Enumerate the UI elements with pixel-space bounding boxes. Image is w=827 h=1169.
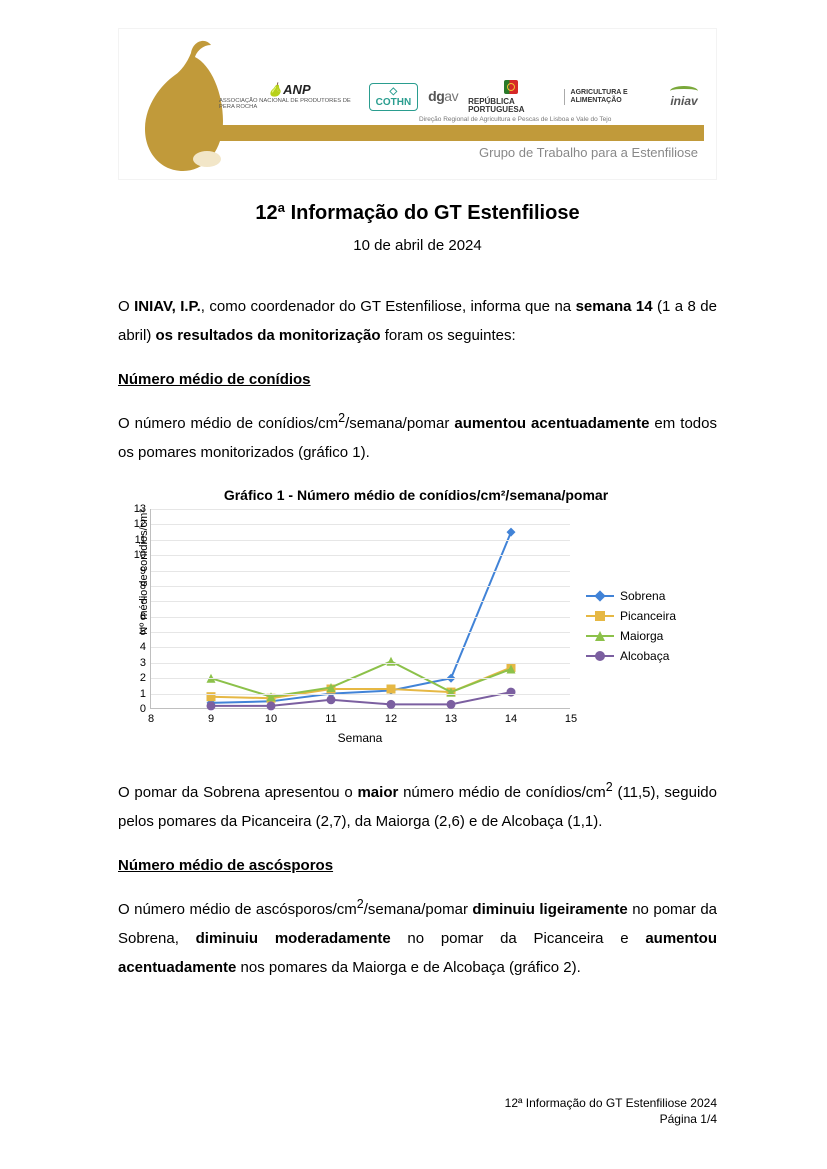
logo-republica: REPÚBLICA PORTUGUESA	[468, 80, 553, 114]
chart-1-ytick: 9	[140, 565, 146, 577]
logo-dgav: dgav	[428, 89, 458, 104]
legend-item: Maiorga	[586, 629, 676, 643]
chart-1-xlabel: Semana	[150, 731, 570, 745]
logo-anp: 🍐ANP ASSOCIAÇÃO NACIONAL DE PRODUTORES D…	[219, 83, 359, 110]
chart-1-ytick: 12	[134, 518, 146, 530]
section-ascosporos-heading: Número médio de ascósporos	[118, 857, 717, 874]
chart-1-xtick: 11	[325, 713, 336, 725]
legend-label: Maiorga	[620, 629, 663, 643]
chart-1-xtick: 12	[385, 713, 397, 725]
chart-1-ytick: 3	[140, 657, 146, 669]
page-date: 10 de abril de 2024	[118, 237, 717, 254]
section-ascosporos-text: O número médio de ascósporos/cm2/semana/…	[118, 892, 717, 983]
after-chart-text: O pomar da Sobrena apresentou o maior nú…	[118, 775, 717, 837]
chart-1-ytick: 10	[134, 549, 146, 561]
section-conidios-heading: Número médio de conídios	[118, 371, 717, 388]
chart-1-ytick: 5	[140, 626, 146, 638]
logo-iniav: iniav	[670, 85, 698, 108]
footer-line-2: Página 1/4	[505, 1111, 717, 1127]
chart-1-xtick: 9	[208, 713, 214, 725]
chart-1-xtick: 14	[505, 713, 517, 725]
dr-line: Direção Regional de Agricultura e Pescas…	[419, 116, 611, 123]
chart-1-xtick: 13	[445, 713, 457, 725]
chart-1-ytick: 13	[134, 503, 146, 515]
logo-agricultura: AGRICULTURA E ALIMENTAÇÃO	[564, 89, 661, 104]
chart-1-xtick: 15	[565, 713, 577, 725]
legend-label: Sobrena	[620, 589, 665, 603]
legend-item: Sobrena	[586, 589, 676, 603]
gold-bar	[219, 125, 704, 141]
chart-1-xtick: 8	[148, 713, 154, 725]
section-conidios-text: O número médio de conídios/cm2/semana/po…	[118, 406, 717, 468]
chart-1-ytick: 4	[140, 641, 146, 653]
chart-1-ytick: 11	[135, 534, 146, 546]
chart-1-ytick: 7	[140, 595, 146, 607]
logos-row: 🍐ANP ASSOCIAÇÃO NACIONAL DE PRODUTORES D…	[219, 79, 704, 115]
legend-item: Picanceira	[586, 609, 676, 623]
legend-label: Picanceira	[620, 609, 676, 623]
chart-1: Gráfico 1 - Número médio de conídios/cm²…	[136, 487, 696, 745]
banner-subtitle: Grupo de Trabalho para a Estenfiliose	[479, 145, 698, 160]
page-title: 12ª Informação do GT Estenfiliose	[118, 202, 717, 225]
logo-cothn: ◇ COTHN	[369, 83, 419, 111]
chart-1-ytick: 6	[140, 611, 146, 623]
chart-1-ytick: 1	[140, 688, 146, 700]
chart-1-ytick: 8	[140, 580, 146, 592]
intro-paragraph: O INIAV, I.P., como coordenador do GT Es…	[118, 292, 717, 351]
chart-1-ytick: 2	[140, 672, 146, 684]
chart-1-title: Gráfico 1 - Número médio de conídios/cm²…	[136, 487, 696, 503]
legend-item: Alcobaça	[586, 649, 676, 663]
chart-1-ytick: 0	[140, 703, 146, 715]
legend-label: Alcobaça	[620, 649, 669, 663]
chart-1-legend: Sobrena Picanceira Maiorga Alcobaça	[586, 589, 676, 669]
header-banner: 🍐ANP ASSOCIAÇÃO NACIONAL DE PRODUTORES D…	[118, 28, 717, 180]
footer: 12ª Informação do GT Estenfiliose 2024 P…	[505, 1095, 717, 1127]
chart-1-plot: 01234567891011121389101112131415	[150, 509, 570, 709]
footer-line-1: 12ª Informação do GT Estenfiliose 2024	[505, 1095, 717, 1111]
chart-1-xtick: 10	[265, 713, 277, 725]
